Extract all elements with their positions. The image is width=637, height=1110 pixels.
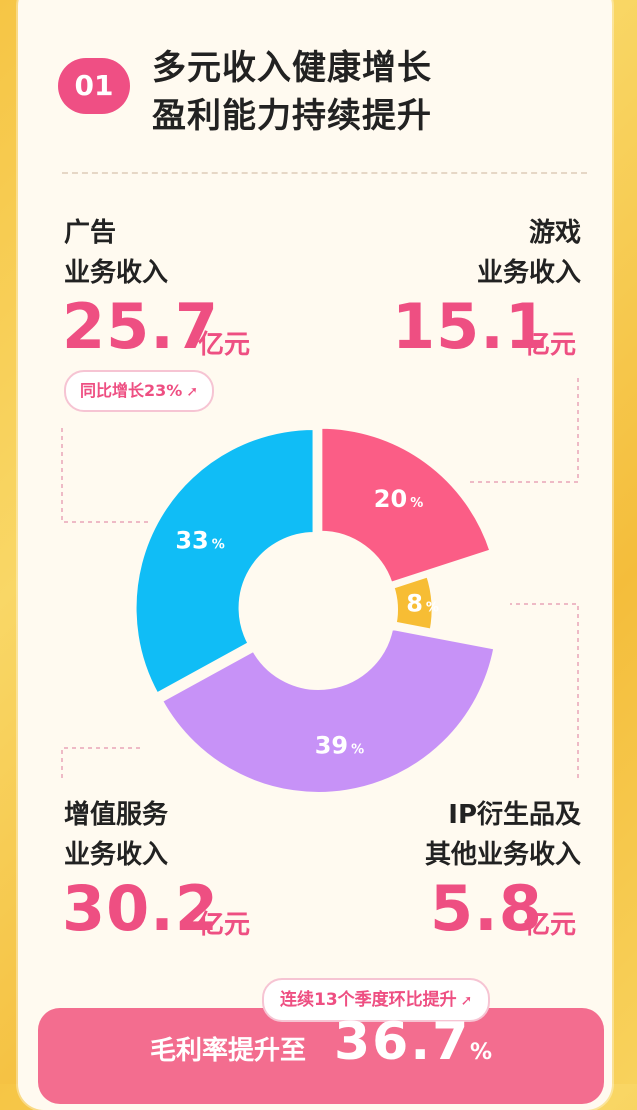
value-added-label-line2: 业务收入 <box>64 840 169 870</box>
gross-margin-value: 36.7 <box>334 1012 471 1072</box>
game-label-line1: 游戏 <box>528 218 581 248</box>
value-added-unit: 亿元 <box>198 910 251 940</box>
ad-growth-text: 同比增长23% <box>80 381 183 400</box>
value-added-value: 30.2 <box>62 872 219 945</box>
game-unit: 亿元 <box>524 330 577 360</box>
game-value: 15.1 <box>392 290 549 363</box>
quarterly-growth-text: 连续13个季度环比提升 <box>280 990 457 1010</box>
leader-line-game <box>470 378 579 483</box>
quarterly-growth-badge: 连续13个季度环比提升 ➚ <box>262 978 491 1022</box>
ad-growth-badge: 同比增长23% ➚ <box>64 370 215 412</box>
ip-label-line2: 其他业务收入 <box>424 840 581 870</box>
leader-line-value-added <box>61 747 140 778</box>
ip-unit: 亿元 <box>524 910 577 940</box>
content-card <box>18 0 612 1110</box>
ip-value: 5.8 <box>430 872 543 945</box>
arrow-up-icon: ➚ <box>460 993 473 1009</box>
donut-slice-20 <box>318 424 495 587</box>
gross-margin-bar <box>38 1008 604 1104</box>
leader-lines <box>61 378 579 778</box>
leader-line-ip <box>510 603 579 778</box>
revenue-donut-chart: 33 %20 %8 %39% <box>61 378 579 796</box>
donut-slice-33 <box>132 425 317 698</box>
donut-label-8: 8% <box>406 589 439 617</box>
game-label-line2: 业务收入 <box>476 258 581 288</box>
ad-label-line1: 广告 <box>64 218 117 248</box>
donut-labels: 33 %20 %8 %39% <box>175 485 439 759</box>
page-title-line2: 盈利能力持续提升 <box>152 96 432 136</box>
page-title-line1: 多元收入健康增长 <box>152 48 432 88</box>
ad-unit: 亿元 <box>198 330 251 360</box>
gross-margin-label: 毛利率提升至 <box>150 1036 307 1066</box>
donut-slice-8 <box>389 572 436 634</box>
ip-label-line1: IP衍生品及 <box>448 800 581 830</box>
arrow-up-icon: ➚ <box>186 384 199 400</box>
ad-label-line2: 业务收入 <box>64 258 169 288</box>
section-number-badge: 01 <box>58 58 130 114</box>
donut-slice-39 <box>158 625 498 796</box>
value-added-label-line1: 增值服务 <box>64 800 169 830</box>
dashed-divider <box>62 172 587 174</box>
gross-margin-unit: % <box>470 1040 493 1065</box>
donut-slices <box>132 424 498 796</box>
leader-line-ad <box>61 428 150 523</box>
ad-value: 25.7 <box>62 290 219 363</box>
